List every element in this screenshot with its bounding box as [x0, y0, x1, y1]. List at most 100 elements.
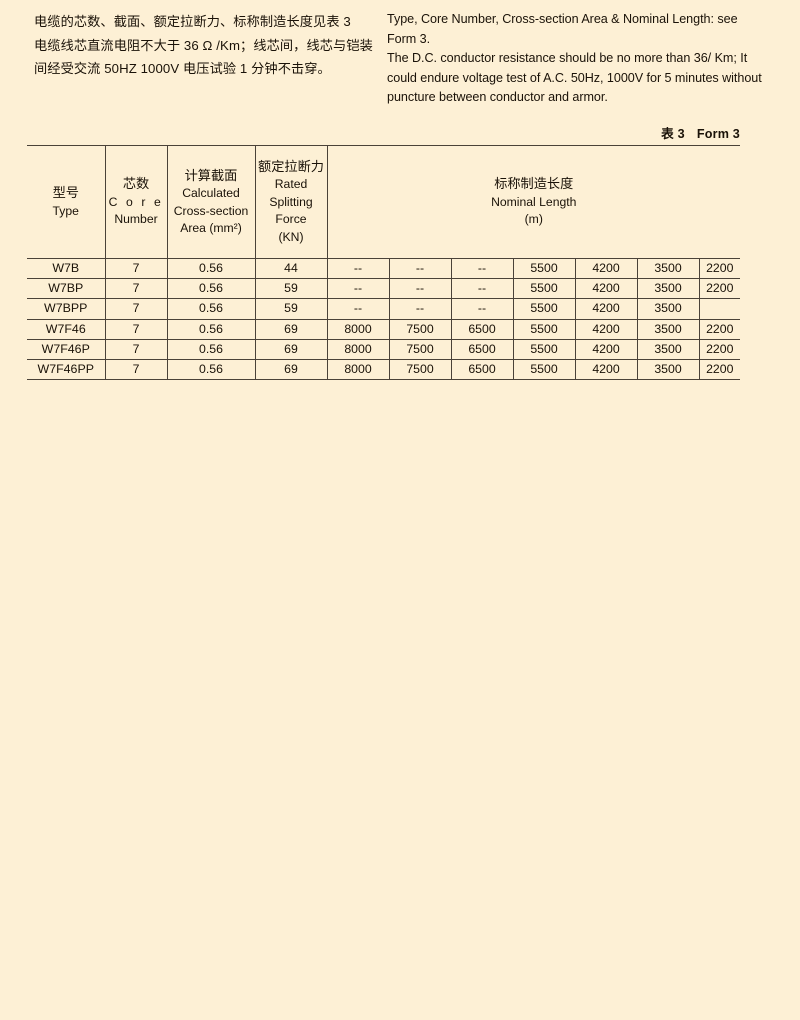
header-rated-splitting-force: 额定拉断力 Rated Splitting Force (KN) [254, 145, 328, 259]
cell-nominal-length-1: 8000 [326, 339, 390, 361]
intro-cn-line-2: 电缆线芯直流电阻不大于 36 Ω /Km；线芯间，线芯与铠装 [34, 37, 373, 53]
cell-nominal-length-3: -- [450, 298, 514, 320]
cell-nominal-length-3: 6500 [450, 359, 514, 381]
header-area-en2: Cross-section [173, 203, 249, 218]
cell-nominal-length-3: -- [450, 258, 514, 280]
cell-nominal-length-6: 3500 [636, 339, 700, 361]
cell-nominal-length-7 [698, 298, 741, 320]
cell-nominal-length-5: 4200 [574, 278, 638, 300]
cell-rated-splitting-force: 44 [254, 258, 328, 280]
header-nominal-length: 标称制造长度 Nominal Length (m) [326, 145, 741, 259]
table-header-row: 型号 Type 芯数 C o r e Number 计算截面 Calculate… [27, 145, 741, 259]
cell-type: W7F46P [27, 339, 106, 361]
cell-nominal-length-4: 5500 [512, 339, 576, 361]
cell-cross-section-area: 0.56 [166, 339, 256, 361]
cell-nominal-length-2: -- [388, 298, 452, 320]
table-row: W7B 7 0.56 44 -- -- -- 5500 4200 3500 2200 [27, 258, 741, 280]
header-type: 型号 Type [27, 145, 106, 259]
cell-nominal-length-5: 4200 [574, 298, 638, 320]
table-row: W7BPP 7 0.56 59 -- -- -- 5500 4200 3500 [27, 298, 741, 320]
header-cross-section-area: 计算截面 Calculated Cross-section Area (mm²) [166, 145, 256, 259]
header-length-cn: 标称制造长度 [494, 176, 574, 192]
cell-nominal-length-4: 5500 [512, 359, 576, 381]
spec-table: 型号 Type 芯数 C o r e Number 计算截面 Calculate… [27, 145, 741, 381]
header-core-number: 芯数 C o r e Number [104, 145, 168, 259]
header-core-cn: 芯数 [122, 176, 150, 192]
intro-en-line-1: Type, Core Number, Cross-section Area & … [387, 12, 738, 26]
header-force-en: Rated [274, 177, 308, 192]
header-force-en4: (KN) [278, 229, 304, 244]
cell-rated-splitting-force: 69 [254, 339, 328, 361]
header-area-en3: Area (mm²) [180, 221, 242, 235]
cell-core-number: 7 [104, 298, 168, 320]
cell-cross-section-area: 0.56 [166, 278, 256, 300]
cell-nominal-length-7: 2200 [698, 359, 741, 381]
header-core-en: C o r e [108, 194, 164, 209]
cell-core-number: 7 [104, 278, 168, 300]
spec-table-body: W7B 7 0.56 44 -- -- -- 5500 4200 3500 2200 W7BP 7 0.5… [27, 258, 741, 381]
cell-nominal-length-3: -- [450, 278, 514, 300]
cell-nominal-length-6: 3500 [636, 359, 700, 381]
table-row: W7F46PP 7 0.56 69 8000 7500 6500 5500 4200 3500 22… [27, 359, 741, 381]
cell-nominal-length-5: 4200 [574, 339, 638, 361]
intro-en-line-3: The D.C. conductor resistance should be … [387, 51, 748, 66]
cell-nominal-length-4: 5500 [512, 278, 576, 300]
cell-nominal-length-2: -- [388, 278, 452, 300]
form-caption-english: Form 3 [696, 127, 740, 141]
cell-nominal-length-6: 3500 [636, 298, 700, 320]
cell-nominal-length-1: 8000 [326, 359, 390, 381]
cell-nominal-length-5: 4200 [574, 319, 638, 340]
cell-nominal-length-1: 8000 [326, 319, 390, 340]
form-caption: 表 3 Form 3 [0, 123, 740, 142]
cell-nominal-length-6: 3500 [636, 319, 700, 340]
cell-core-number: 7 [104, 339, 168, 361]
cell-type: W7B [27, 258, 106, 280]
cell-rated-splitting-force: 59 [254, 278, 328, 300]
header-force-en2: Splitting [269, 194, 313, 209]
cell-core-number: 7 [104, 258, 168, 280]
header-length-en: Nominal Length [491, 194, 577, 209]
cell-nominal-length-7: 2200 [698, 258, 741, 280]
cell-type: W7F46 [27, 319, 106, 340]
cell-rated-splitting-force: 59 [254, 298, 328, 320]
cell-type: W7BP [27, 278, 106, 300]
header-type-en: Type [52, 203, 79, 218]
cell-nominal-length-1: -- [326, 298, 390, 320]
form-caption-chinese: 表 3 [661, 127, 685, 141]
cell-nominal-length-2: 7500 [388, 359, 452, 381]
intro-cn-line-3: 间经受交流 50HZ 1000V 电压试验 1 分钟不击穿。 [34, 61, 331, 76]
cell-nominal-length-5: 4200 [574, 258, 638, 280]
cell-rated-splitting-force: 69 [254, 319, 328, 340]
cell-nominal-length-2: -- [388, 258, 452, 280]
intro-chinese-column: 电缆的芯数、截面、额定拉断力、标称制造长度见表 3 电缆线芯直流电阻不大于 36… [0, 10, 380, 81]
header-force-en3: Force [275, 212, 307, 227]
cell-nominal-length-2: 7500 [388, 339, 452, 361]
cell-cross-section-area: 0.56 [166, 359, 256, 381]
cell-nominal-length-2: 7500 [388, 319, 452, 340]
cell-cross-section-area: 0.56 [166, 319, 256, 340]
cell-nominal-length-7: 2200 [698, 339, 741, 361]
cell-nominal-length-6: 3500 [636, 278, 700, 300]
header-length-en2: (m) [524, 212, 543, 227]
cell-rated-splitting-force: 69 [254, 359, 328, 381]
cell-type: W7F46PP [27, 359, 106, 381]
cell-type: W7BPP [27, 298, 106, 320]
intro-cn-line-1: 电缆的芯数、截面、额定拉断力、标称制造长度见表 3 [34, 14, 351, 29]
cell-nominal-length-1: -- [326, 258, 390, 280]
header-type-cn: 型号 [52, 185, 79, 200]
cell-nominal-length-6: 3500 [636, 258, 700, 280]
table-row: W7F46P 7 0.56 69 8000 7500 6500 5500 4200 3500 220… [27, 339, 741, 361]
cell-nominal-length-4: 5500 [512, 258, 576, 280]
cell-nominal-length-7: 2200 [698, 278, 741, 300]
header-core-en2: Number [114, 212, 158, 227]
cell-cross-section-area: 0.56 [166, 258, 256, 280]
cell-core-number: 7 [104, 359, 168, 381]
intro-en-line-4: could endure voltage test of A.C. 50Hz, … [387, 70, 762, 85]
cell-nominal-length-4: 5500 [512, 319, 576, 340]
intro-en-line-5: puncture between conductor and armor. [387, 90, 608, 105]
cell-nominal-length-3: 6500 [450, 339, 514, 361]
cell-nominal-length-4: 5500 [512, 298, 576, 320]
table-row: W7F46 7 0.56 69 8000 7500 6500 5500 4200 3500 2200 [27, 319, 741, 340]
cell-cross-section-area: 0.56 [166, 298, 256, 320]
intro-section: 电缆的芯数、截面、额定拉断力、标称制造长度见表 3 电缆线芯直流电阻不大于 36… [0, 10, 800, 108]
